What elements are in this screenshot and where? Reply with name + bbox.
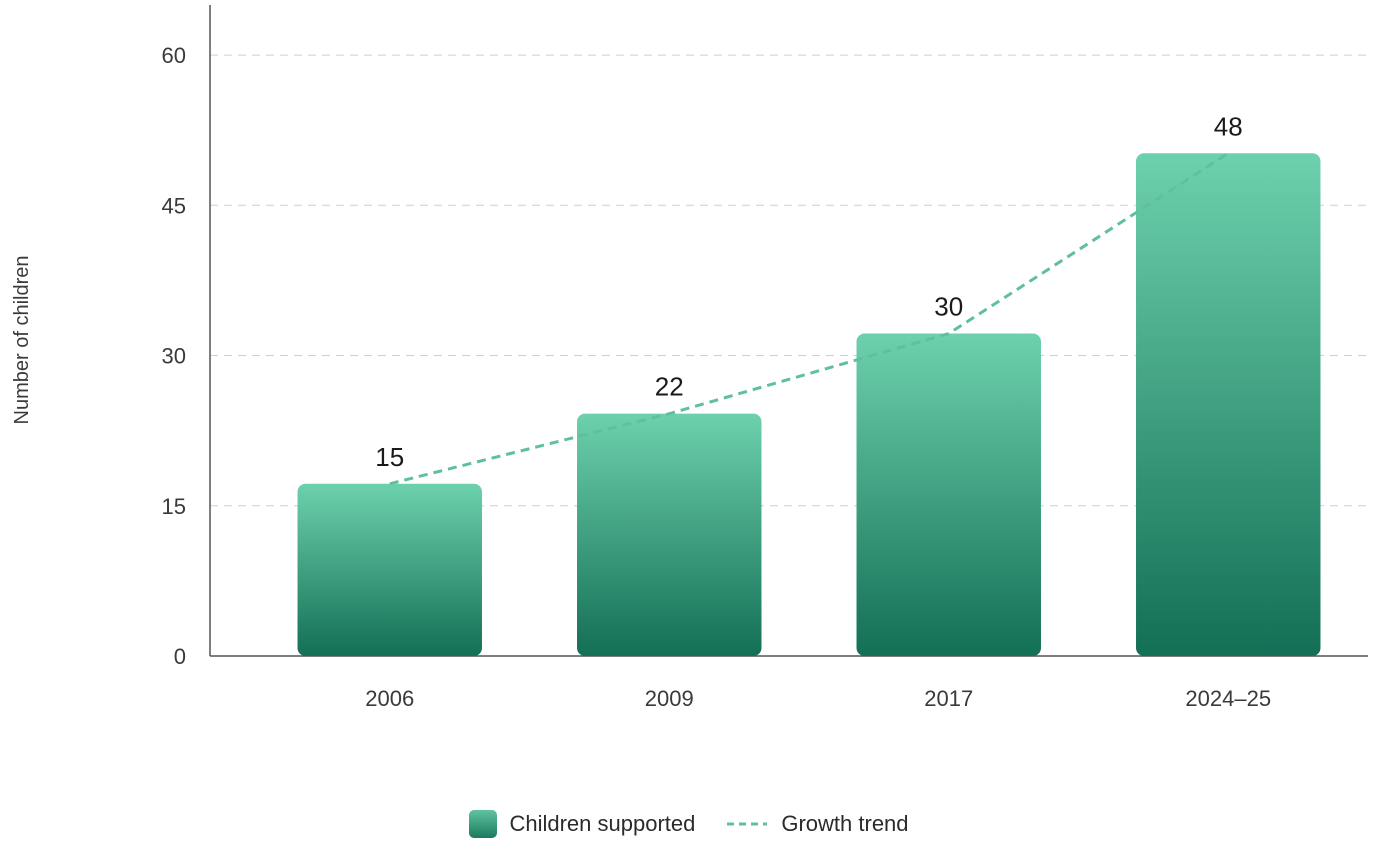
y-tick-label: 45 xyxy=(162,193,186,218)
y-tick-label: 60 xyxy=(162,43,186,68)
bar xyxy=(577,413,762,656)
bars xyxy=(297,153,1321,656)
data-label: 22 xyxy=(655,372,684,402)
x-tick-label: 2006 xyxy=(365,686,414,711)
x-tick-label: 2009 xyxy=(645,686,694,711)
bar xyxy=(856,333,1041,656)
data-label: 30 xyxy=(934,292,963,322)
legend-label-growth-trend: Growth trend xyxy=(781,811,909,836)
legend-item-children-supported: Children supported xyxy=(469,810,695,838)
axes: 0 15 30 45 60 xyxy=(162,5,1368,669)
trend-line xyxy=(389,152,1230,486)
y-tick-label: 30 xyxy=(162,344,186,369)
y-tick-label: 15 xyxy=(162,494,186,519)
y-tick-label: 0 xyxy=(174,644,186,669)
bar xyxy=(297,483,482,656)
legend-item-growth-trend: Growth trend xyxy=(725,810,909,838)
x-tick-label: 2024–25 xyxy=(1185,686,1271,711)
legend-label-children-supported: Children supported xyxy=(509,811,696,836)
data-label: 15 xyxy=(375,442,404,472)
grid-lines xyxy=(210,54,1368,507)
trend-line-layer xyxy=(389,152,1230,486)
legend-bar-swatch-icon xyxy=(469,810,498,838)
labels: 2006 15 2009 22 2017 30 2024–25 48 xyxy=(365,111,1271,711)
y-axis-title: Number of children xyxy=(11,256,33,425)
legend: Children supported Growth trend xyxy=(0,810,1378,838)
legend-dashed-line-icon xyxy=(725,810,769,838)
bar xyxy=(1136,153,1321,656)
chart-svg: 0 15 30 45 60 2006 15 2009 22 2017 30 2024–25 48 Nu… xyxy=(11,5,1368,711)
data-label: 48 xyxy=(1214,111,1243,141)
x-tick-label: 2017 xyxy=(924,686,973,711)
